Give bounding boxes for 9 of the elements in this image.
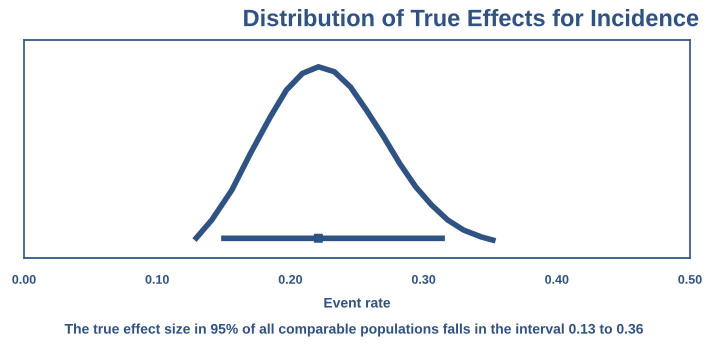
x-tick-label: 0.30 [412, 274, 436, 284]
x-tick-label: 0.10 [146, 274, 169, 284]
x-tick-label: 0.50 [678, 274, 702, 284]
x-tick-label: 0.20 [278, 274, 302, 284]
chart-title: Distribution of True Effects for Incidence [244, 8, 698, 26]
x-tick-label: 0.40 [545, 274, 568, 284]
x-tick-label: 0.00 [12, 274, 36, 284]
text: The true effect size in 95% of all comparable populations falls in the interval 0.13 to 0.36 [64, 324, 643, 336]
x-axis-title: Event rate [324, 298, 390, 308]
